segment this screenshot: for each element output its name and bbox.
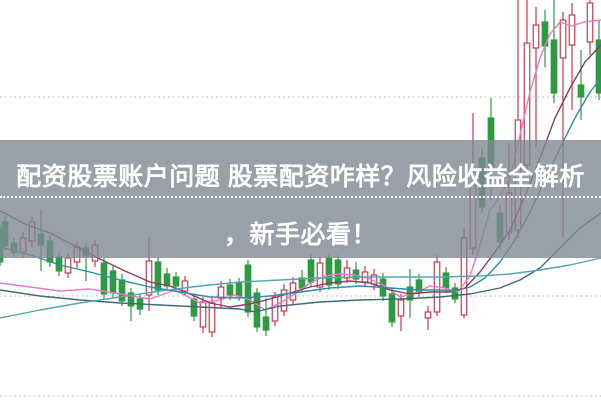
down-candle-body bbox=[550, 39, 558, 94]
down-candle-body bbox=[118, 279, 126, 302]
down-candle-body bbox=[109, 270, 117, 294]
up-candle-body bbox=[559, 19, 567, 59]
down-candle-body bbox=[415, 279, 423, 293]
up-candle-body bbox=[316, 262, 324, 288]
title-banner: 配资股票账户问题 股票配资咋样？风险收益全解析 ，新手必看！ bbox=[0, 140, 601, 258]
down-candle-body bbox=[226, 284, 234, 296]
banner-dotted-gridline bbox=[0, 196, 601, 198]
down-candle-body bbox=[154, 261, 162, 291]
down-candle-body bbox=[235, 282, 243, 297]
up-candle-body bbox=[343, 267, 351, 279]
down-candle-body bbox=[325, 257, 333, 286]
up-candle-body bbox=[64, 257, 72, 274]
down-candle-body bbox=[388, 293, 396, 323]
down-candle-body bbox=[451, 287, 459, 300]
up-candle-body bbox=[271, 296, 279, 322]
down-candle-body bbox=[595, 39, 601, 94]
down-candle-body bbox=[163, 273, 171, 287]
banner-headline: 配资股票账户问题 股票配资咋样？风险收益全解析 ，新手必看！ bbox=[0, 140, 601, 258]
banner-headline-line1: 配资股票账户问题 股票配资咋样？风险收益全解析 bbox=[16, 163, 585, 191]
down-candle-body bbox=[577, 84, 585, 98]
up-candle-body bbox=[199, 301, 207, 328]
up-candle-body bbox=[586, 2, 594, 43]
ma-long-lightteal bbox=[0, 257, 601, 319]
down-candle-body bbox=[334, 259, 342, 285]
up-candle-body bbox=[424, 311, 432, 319]
up-candle-body bbox=[181, 280, 189, 292]
down-candle-body bbox=[172, 276, 180, 287]
up-candle-body bbox=[532, 24, 540, 49]
down-candle-body bbox=[244, 264, 252, 313]
down-candle-body bbox=[100, 262, 108, 295]
banner-headline-line2: ，新手必看！ bbox=[223, 221, 377, 249]
down-candle-body bbox=[253, 292, 261, 328]
up-candle-body bbox=[217, 286, 225, 299]
down-candle-body bbox=[442, 272, 450, 289]
down-candle-body bbox=[262, 316, 270, 331]
down-candle-body bbox=[127, 292, 135, 307]
up-candle-body bbox=[145, 260, 153, 296]
up-candle-body bbox=[568, 14, 576, 46]
up-candle-body bbox=[397, 299, 405, 317]
